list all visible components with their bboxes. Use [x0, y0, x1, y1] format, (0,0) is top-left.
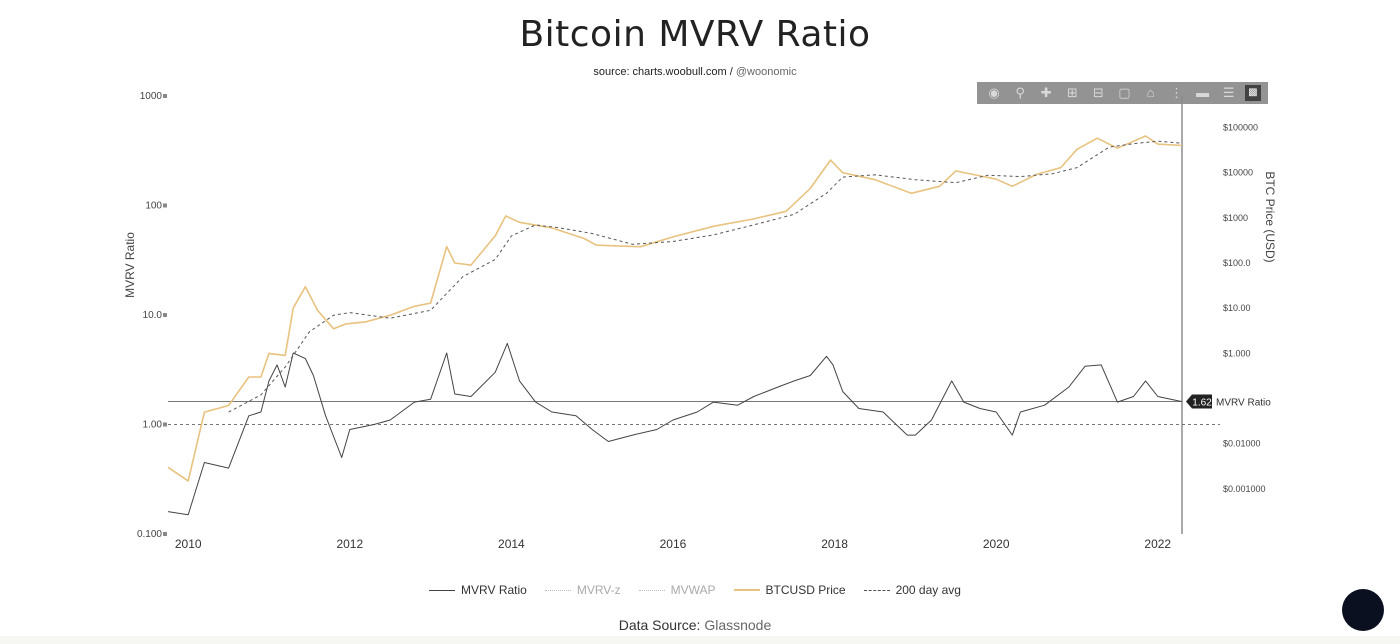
- x-tick-label: 2022: [1144, 537, 1171, 551]
- footer-source-link[interactable]: Glassnode: [704, 617, 772, 633]
- y-right-tick-label: $0.01000: [1223, 439, 1261, 449]
- y-left-tick-label: 1.00: [143, 420, 163, 431]
- y-left-tick-label: 10.0: [143, 310, 163, 321]
- legend-item-mvwap[interactable]: MVWAP: [638, 583, 716, 597]
- plotly-logo-icon[interactable]: ▩: [1244, 85, 1261, 101]
- legend-item-btcusd-price[interactable]: BTCUSD Price: [733, 583, 846, 597]
- hover-closest-icon[interactable]: ▬: [1196, 85, 1210, 100]
- y-left-tick-mark: [163, 94, 167, 98]
- chat-bubble-button[interactable]: [1342, 589, 1384, 631]
- legend-swatch: [544, 589, 571, 591]
- subtitle-handle[interactable]: @woonomic: [735, 66, 797, 78]
- legend-label: MVRV-z: [576, 583, 621, 597]
- y-left-tick-label: 100: [145, 201, 162, 212]
- pan-icon[interactable]: ✚: [1040, 85, 1052, 100]
- zoom-in-icon[interactable]: ⊞: [1066, 85, 1078, 100]
- x-tick-label: 2010: [175, 537, 202, 551]
- legend-item-200-day-avg[interactable]: 200 day avg: [863, 583, 961, 597]
- y-right-tick-label: $100.0: [1223, 258, 1251, 268]
- x-tick-label: 2016: [660, 537, 687, 551]
- x-tick-label: 2018: [821, 537, 848, 551]
- y-right-tick-label: $1000: [1223, 213, 1248, 223]
- legend-label: MVRV Ratio: [461, 583, 527, 597]
- legend-label: BTCUSD Price: [765, 583, 846, 597]
- bottom-bar: [0, 636, 1400, 644]
- y-left-tick-mark: [163, 532, 167, 536]
- data-source-footer: Data Source: Glassnode: [0, 617, 1390, 633]
- legend-swatch: [863, 589, 890, 591]
- y-left-tick-mark: [163, 422, 167, 427]
- y-right-tick-label: $10000: [1223, 168, 1253, 178]
- series-line-btcusd-price: [167, 135, 1183, 482]
- x-tick-label: 2020: [983, 537, 1010, 551]
- y-right-tick-label: $100000: [1223, 123, 1258, 133]
- current-series-label: MVRV Ratio: [1216, 398, 1271, 409]
- y-left-tick-label: 0.100: [137, 529, 162, 540]
- current-value-label: 1.62: [1192, 398, 1212, 409]
- y-left-tick-mark: [163, 203, 167, 208]
- chart-subtitle: source: charts.woobull.com / @woonomic: [0, 66, 1390, 78]
- x-tick-label: 2014: [498, 537, 525, 551]
- current-value-marker: [1186, 394, 1212, 409]
- x-tick-label: 2012: [336, 537, 363, 551]
- camera-icon[interactable]: ◉: [988, 85, 1000, 100]
- legend-item-mvrv-ratio[interactable]: MVRV Ratio: [429, 583, 527, 597]
- chart-toolbar: ◉ ⚲ ✚ ⊞ ⊟ ▢ ⌂ ⋮ ▬ ☰ ▩: [977, 82, 1268, 104]
- footer-prefix: Data Source:: [618, 617, 705, 633]
- y-left-tick-label: 1000: [140, 91, 163, 102]
- legend-swatch: [733, 589, 760, 591]
- series-line-200-day-avg: [228, 140, 1183, 413]
- chart-legend: MVRV Ratio MVRV-z MVWAP BTCUSD Price 200…: [0, 583, 1390, 597]
- series-line-mvrv-ratio: [167, 342, 1183, 516]
- legend-swatch: [429, 589, 456, 591]
- y-right-axis-label: BTC Price (USD): [1263, 171, 1277, 262]
- legend-label: MVWAP: [670, 583, 716, 597]
- y-right-tick-label: $0.001000: [1223, 484, 1266, 494]
- spike-lines-icon[interactable]: ⋮: [1170, 85, 1184, 100]
- legend-item-mvrv-z[interactable]: MVRV-z: [544, 583, 621, 597]
- y-left-tick-mark: [163, 313, 167, 317]
- y-left-axis-label: MVRV Ratio: [123, 232, 137, 298]
- hover-compare-icon[interactable]: ☰: [1222, 85, 1235, 100]
- y-right-tick-label: $1.000: [1223, 348, 1251, 358]
- subtitle-separator: /: [726, 66, 736, 78]
- legend-label: 200 day avg: [895, 583, 961, 597]
- autoscale-icon[interactable]: ▢: [1118, 85, 1131, 100]
- legend-swatch: [638, 589, 665, 591]
- home-icon[interactable]: ⌂: [1146, 85, 1155, 100]
- zoom-icon[interactable]: ⚲: [1015, 85, 1025, 100]
- chart-title: Bitcoin MVRV Ratio: [519, 14, 871, 55]
- zoom-out-icon[interactable]: ⊟: [1092, 85, 1104, 100]
- subtitle-source: source: charts.woobull.com: [593, 66, 727, 78]
- y-right-tick-label: $10.00: [1223, 303, 1251, 313]
